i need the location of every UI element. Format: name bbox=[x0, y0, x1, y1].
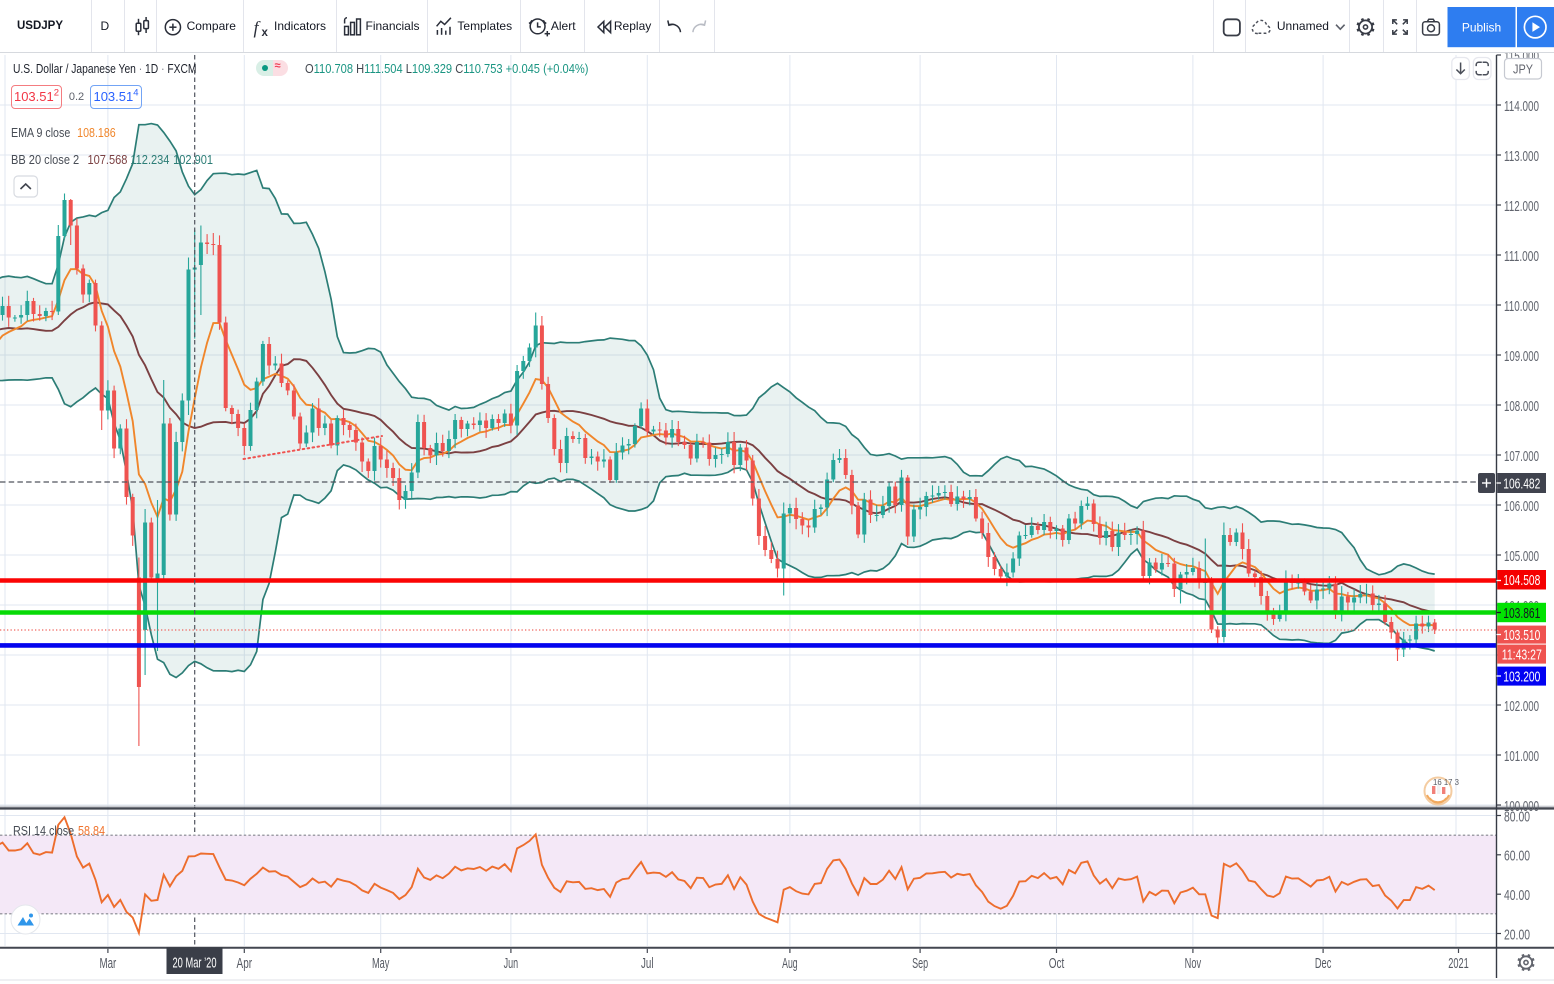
svg-text:103.200: 103.200 bbox=[1503, 669, 1540, 685]
svg-text:111.000: 111.000 bbox=[1504, 248, 1539, 265]
svg-text:106.482: 106.482 bbox=[1503, 476, 1540, 492]
svg-text:114.000: 114.000 bbox=[1504, 98, 1539, 115]
svg-text:103.861: 103.861 bbox=[1503, 606, 1540, 622]
svg-text:Oct: Oct bbox=[1049, 955, 1065, 972]
svg-text:103.510: 103.510 bbox=[1503, 628, 1540, 644]
svg-text:60.00: 60.00 bbox=[1504, 848, 1530, 865]
svg-text:20.00: 20.00 bbox=[1504, 926, 1530, 943]
svg-text:108.000: 108.000 bbox=[1504, 398, 1539, 415]
svg-text:101.000: 101.000 bbox=[1504, 748, 1539, 765]
svg-text:11:43:27: 11:43:27 bbox=[1502, 647, 1542, 663]
svg-text:113.000: 113.000 bbox=[1504, 148, 1539, 165]
svg-text:JPY: JPY bbox=[1513, 63, 1534, 77]
svg-text:107.000: 107.000 bbox=[1504, 448, 1539, 465]
svg-text:110.000: 110.000 bbox=[1504, 298, 1539, 315]
svg-text:104.508: 104.508 bbox=[1503, 573, 1540, 589]
svg-text:106.000: 106.000 bbox=[1504, 498, 1539, 515]
svg-text:f: f bbox=[254, 18, 262, 38]
svg-text:Jun: Jun bbox=[504, 955, 519, 972]
svg-text:Sep: Sep bbox=[912, 955, 928, 972]
svg-text:20 Mar ’20: 20 Mar ’20 bbox=[173, 954, 217, 971]
svg-text:x: x bbox=[262, 27, 269, 39]
svg-text:109.000: 109.000 bbox=[1504, 348, 1539, 365]
svg-text:16 17 3: 16 17 3 bbox=[1433, 777, 1459, 787]
svg-text:Publish: Publish bbox=[1462, 21, 1501, 35]
svg-text:Aug: Aug bbox=[782, 955, 798, 972]
svg-text:100.000: 100.000 bbox=[1504, 798, 1539, 815]
svg-text:112.000: 112.000 bbox=[1504, 198, 1539, 215]
svg-text:2021: 2021 bbox=[1448, 955, 1469, 972]
svg-text:Jul: Jul bbox=[641, 955, 654, 972]
svg-text:Apr: Apr bbox=[237, 955, 253, 972]
svg-text:102.000: 102.000 bbox=[1504, 698, 1539, 715]
svg-text:Nov: Nov bbox=[1185, 955, 1202, 972]
svg-text:40.00: 40.00 bbox=[1504, 887, 1530, 904]
svg-text:80.00: 80.00 bbox=[1504, 808, 1530, 825]
svg-text:May: May bbox=[372, 955, 390, 972]
svg-text:Dec: Dec bbox=[1315, 955, 1332, 972]
svg-text:105.000: 105.000 bbox=[1504, 548, 1539, 565]
svg-text:Mar: Mar bbox=[100, 955, 117, 972]
